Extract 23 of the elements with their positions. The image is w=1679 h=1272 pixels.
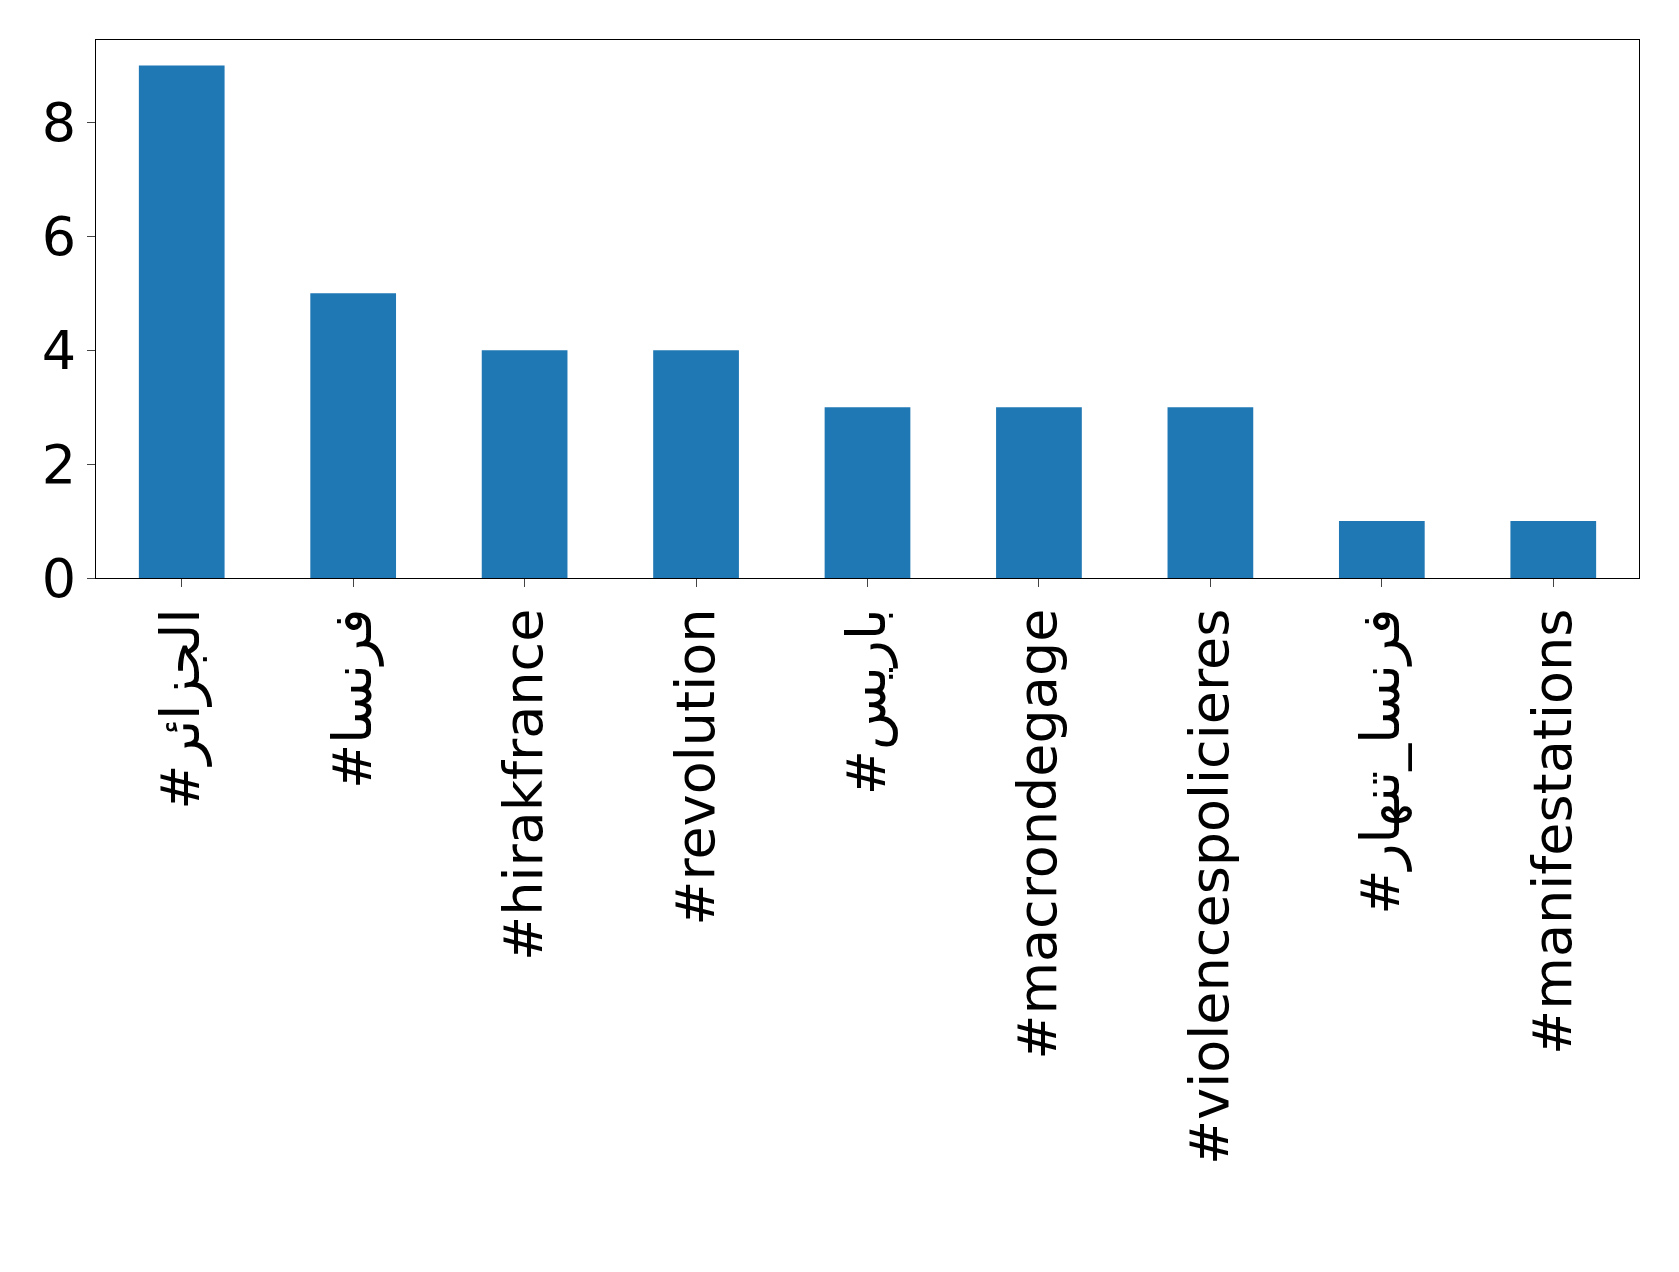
x-tick-label: #فرنسا_تنهار (1349, 608, 1413, 915)
y-tick-label: 4 (41, 319, 77, 383)
x-tick-label: #فرنسا (320, 608, 384, 790)
x-tick-label: #الجزائر (149, 608, 213, 810)
y-tick-label: 6 (41, 205, 77, 269)
x-tick-label: #باريس (835, 608, 899, 796)
x-tick-label: #hirakfrance (492, 608, 556, 962)
bar (996, 407, 1082, 578)
bar (481, 350, 568, 578)
y-tick-label: 2 (41, 433, 77, 497)
x-tick-label: #violencespolicieres (1177, 608, 1241, 1165)
y-tick-label: 0 (41, 546, 77, 610)
x-tick-label: #manifestations (1520, 608, 1584, 1055)
y-tick-label: 8 (41, 91, 77, 155)
bar (310, 293, 397, 578)
bar (824, 407, 911, 578)
bar (1338, 521, 1425, 578)
bar (653, 350, 739, 578)
x-tick-label: #macrondegage (1006, 608, 1070, 1060)
bar (1510, 521, 1597, 578)
bar (1167, 407, 1254, 578)
x-tick-label: #revolution (663, 608, 727, 926)
bar (138, 65, 225, 578)
